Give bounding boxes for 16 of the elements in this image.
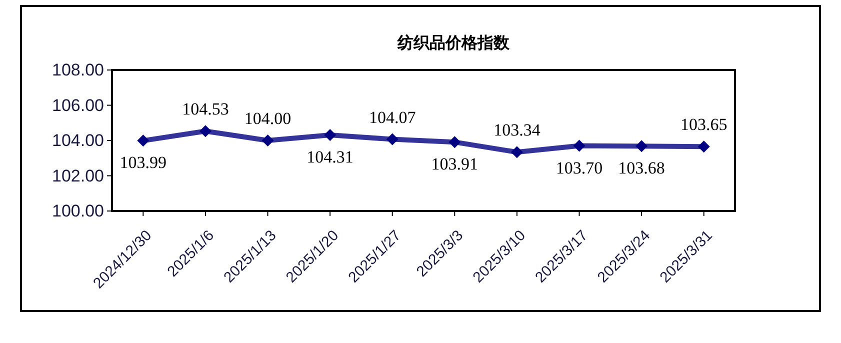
data-label: 104.53 bbox=[182, 100, 229, 119]
ytick: 102.00 bbox=[52, 166, 104, 186]
data-label: 103.68 bbox=[618, 158, 665, 178]
data-label: 104.00 bbox=[244, 109, 292, 128]
data-label: 103.70 bbox=[556, 158, 603, 178]
ytick: 106.00 bbox=[52, 96, 104, 115]
data-label: 103.34 bbox=[494, 120, 540, 140]
ytick: 108.00 bbox=[52, 60, 104, 80]
data-label: 103.99 bbox=[120, 153, 167, 172]
data-label: 104.07 bbox=[368, 108, 416, 127]
ytick: 104.00 bbox=[52, 131, 104, 150]
data-label: 104.31 bbox=[306, 148, 354, 167]
data-label: 103.91 bbox=[431, 154, 478, 174]
title: 纺织品价格指数 bbox=[398, 35, 510, 52]
ytick: 100.00 bbox=[52, 202, 104, 220]
data-label: 103.65 bbox=[680, 115, 728, 134]
